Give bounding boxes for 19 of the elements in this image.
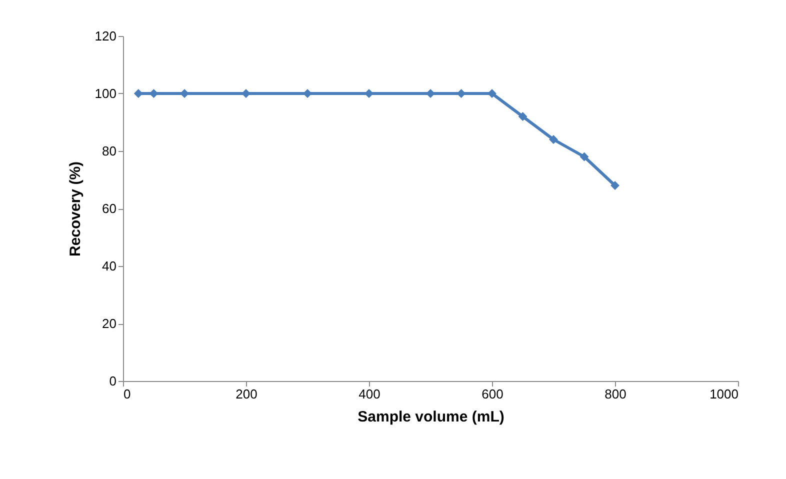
y-tick-label: 20: [102, 316, 116, 331]
point: [580, 152, 589, 162]
y-tick-label: 0: [109, 374, 116, 388]
y-tick-label: 100: [94, 86, 116, 101]
x-tick-label: 200: [236, 386, 258, 402]
x-tick-label: 600: [482, 386, 504, 402]
y-tick-label: 40: [102, 258, 116, 274]
y-tick-label: 80: [102, 144, 116, 158]
point: [610, 181, 620, 190]
x-tick-label: 0: [124, 386, 131, 402]
point: [549, 135, 558, 144]
point: [518, 112, 528, 121]
x-axis-title: Sample volume (mL): [358, 408, 504, 426]
x-tick-label: 400: [358, 386, 380, 402]
y-tick-label: 120: [94, 28, 116, 44]
x-tick-label: 1000: [710, 386, 738, 402]
y-tick-label: 60: [102, 201, 116, 216]
y-axis-title: Recovery (%): [66, 161, 84, 257]
x-tick-label: 800: [604, 386, 626, 402]
